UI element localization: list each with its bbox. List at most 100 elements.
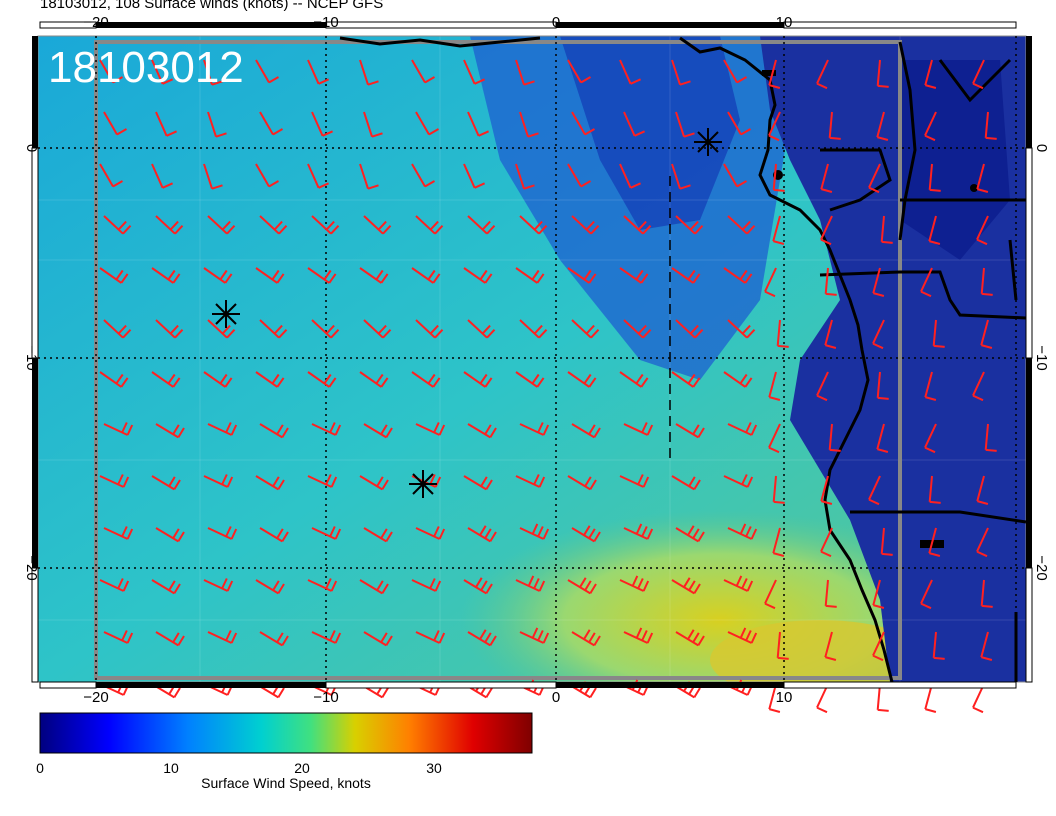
wind-barb-31 — [768, 111, 781, 142]
asterisk-marker-3 — [694, 128, 722, 156]
wind-barb-159 — [868, 475, 881, 506]
wind-barb-118 — [619, 371, 649, 388]
colorbar-tick-0: 0 — [36, 760, 44, 776]
wind-barb-93 — [259, 319, 288, 339]
wind-barb-11 — [671, 59, 691, 86]
lon-tick-bottom-2: −10 — [313, 689, 338, 706]
wind-barb-153 — [567, 475, 597, 491]
wind-barb-17 — [972, 59, 985, 90]
wind-barb-70 — [928, 215, 941, 245]
wind-barb-14 — [816, 59, 829, 90]
wind-barb-182 — [203, 578, 234, 592]
wind-barb-33 — [876, 111, 889, 141]
wind-barb-172 — [623, 523, 654, 540]
wind-barb-87 — [872, 267, 885, 297]
wind-barb-59 — [363, 215, 392, 235]
wind-barb-202 — [311, 630, 342, 644]
lon-tick-top-2: −10 — [313, 14, 338, 31]
wind-speed-field — [38, 36, 1026, 682]
wind-barb-43 — [463, 163, 486, 189]
wind-barb-120 — [723, 371, 753, 388]
wind-barb-71 — [976, 215, 989, 246]
wind-barb-149 — [359, 475, 389, 491]
wind-barb-69 — [880, 215, 893, 244]
wind-barb-121 — [768, 371, 781, 401]
wind-barb-162 — [103, 526, 134, 540]
wind-barb-194 — [824, 579, 837, 608]
wind-barb-189 — [567, 577, 597, 595]
wind-barb-173 — [675, 525, 705, 543]
wind-barb-60 — [415, 215, 444, 235]
wind-barb-83 — [671, 267, 701, 284]
wind-barb-88 — [920, 267, 933, 298]
wind-barb-183 — [255, 579, 285, 595]
wind-barb-205 — [467, 629, 497, 647]
wind-barb-72 — [99, 267, 129, 284]
lat-tick-left-2: −10 — [23, 345, 40, 370]
wind-barb-19 — [155, 111, 178, 137]
wind-barb-68 — [820, 215, 833, 246]
lon-tick-top-3: 0 — [552, 14, 560, 31]
wind-barb-163 — [155, 527, 185, 543]
wind-barb-30 — [727, 111, 752, 136]
wind-barb-55 — [155, 215, 184, 235]
wind-barb-21 — [259, 111, 284, 136]
asterisk-marker-2 — [409, 470, 437, 498]
wind-barb-1 — [151, 59, 174, 85]
wind-barb-89 — [980, 267, 993, 296]
wind-barb-96 — [415, 319, 444, 339]
wind-barb-113 — [359, 371, 389, 388]
wind-barb-174 — [727, 523, 758, 540]
wind-barb-178 — [928, 527, 941, 557]
wind-barb-73 — [151, 267, 181, 284]
wind-barb-34 — [924, 111, 937, 142]
wind-barb-169 — [467, 525, 497, 543]
wind-barb-51 — [868, 163, 881, 194]
wind-barb-226 — [619, 679, 650, 696]
wind-barb-63 — [571, 215, 600, 235]
wind-barb-7 — [463, 59, 486, 85]
wind-barb-200 — [207, 630, 238, 644]
wind-barb-46 — [619, 163, 642, 189]
wind-barb-195 — [872, 579, 885, 609]
wind-barb-180 — [99, 578, 130, 592]
wind-barb-79 — [463, 267, 493, 284]
markers — [212, 128, 722, 498]
wind-barb-103 — [776, 319, 789, 348]
wind-barb-114 — [411, 371, 441, 388]
wind-barb-10 — [619, 59, 642, 85]
wind-barb-211 — [776, 631, 789, 660]
wind-barb-117 — [567, 371, 597, 388]
wind-barb-98 — [519, 319, 548, 339]
wind-barb-80 — [515, 267, 545, 284]
wind-barb-133 — [467, 423, 497, 439]
wind-barb-212 — [824, 631, 837, 661]
wind-barb-90 — [103, 319, 132, 339]
wind-barb-107 — [980, 319, 993, 349]
lon-tick-bottom-4: 10 — [776, 689, 793, 706]
wind-barb-206 — [519, 627, 550, 644]
wind-barb-144 — [99, 474, 130, 488]
wind-barb-155 — [671, 475, 701, 491]
wind-barb-94 — [311, 319, 340, 339]
wind-barb-6 — [411, 59, 436, 84]
wind-barb-48 — [723, 163, 748, 188]
wind-barb-132 — [415, 422, 446, 436]
wind-barb-58 — [311, 215, 340, 235]
wind-barb-170 — [519, 523, 550, 540]
wind-barb-5 — [359, 59, 379, 86]
wind-barb-227 — [671, 681, 701, 699]
wind-barb-196 — [920, 579, 933, 610]
wind-barb-35 — [984, 111, 997, 140]
wind-barb-192 — [723, 575, 754, 592]
wind-barb-3 — [255, 59, 280, 84]
wind-barb-142 — [924, 423, 937, 454]
wind-barb-138 — [727, 422, 758, 436]
colorbar-tick-10: 10 — [163, 760, 179, 776]
wind-barb-78 — [411, 267, 441, 284]
lat-tick-right-1: 0 — [1033, 144, 1050, 152]
wind-barb-54 — [103, 215, 132, 235]
wind-barb-130 — [311, 422, 342, 436]
wind-barb-27 — [571, 111, 596, 136]
wind-barb-139 — [768, 423, 781, 454]
